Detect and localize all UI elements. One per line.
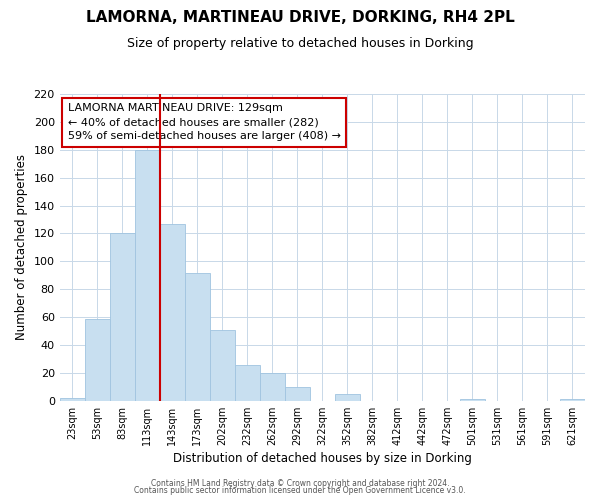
Bar — [210, 330, 235, 401]
Bar — [235, 364, 260, 401]
Bar — [59, 398, 85, 401]
Bar — [560, 400, 585, 401]
Bar — [160, 224, 185, 401]
Bar — [335, 394, 360, 401]
Y-axis label: Number of detached properties: Number of detached properties — [15, 154, 28, 340]
Text: Contains HM Land Registry data © Crown copyright and database right 2024.: Contains HM Land Registry data © Crown c… — [151, 478, 449, 488]
X-axis label: Distribution of detached houses by size in Dorking: Distribution of detached houses by size … — [173, 452, 472, 465]
Bar — [260, 373, 285, 401]
Bar — [185, 272, 210, 401]
Text: Contains public sector information licensed under the Open Government Licence v3: Contains public sector information licen… — [134, 486, 466, 495]
Text: Size of property relative to detached houses in Dorking: Size of property relative to detached ho… — [127, 38, 473, 51]
Bar — [135, 150, 160, 401]
Bar — [110, 234, 135, 401]
Bar — [460, 400, 485, 401]
Text: LAMORNA, MARTINEAU DRIVE, DORKING, RH4 2PL: LAMORNA, MARTINEAU DRIVE, DORKING, RH4 2… — [86, 10, 514, 25]
Bar — [285, 387, 310, 401]
Text: LAMORNA MARTINEAU DRIVE: 129sqm
← 40% of detached houses are smaller (282)
59% o: LAMORNA MARTINEAU DRIVE: 129sqm ← 40% of… — [68, 103, 341, 141]
Bar — [85, 318, 110, 401]
